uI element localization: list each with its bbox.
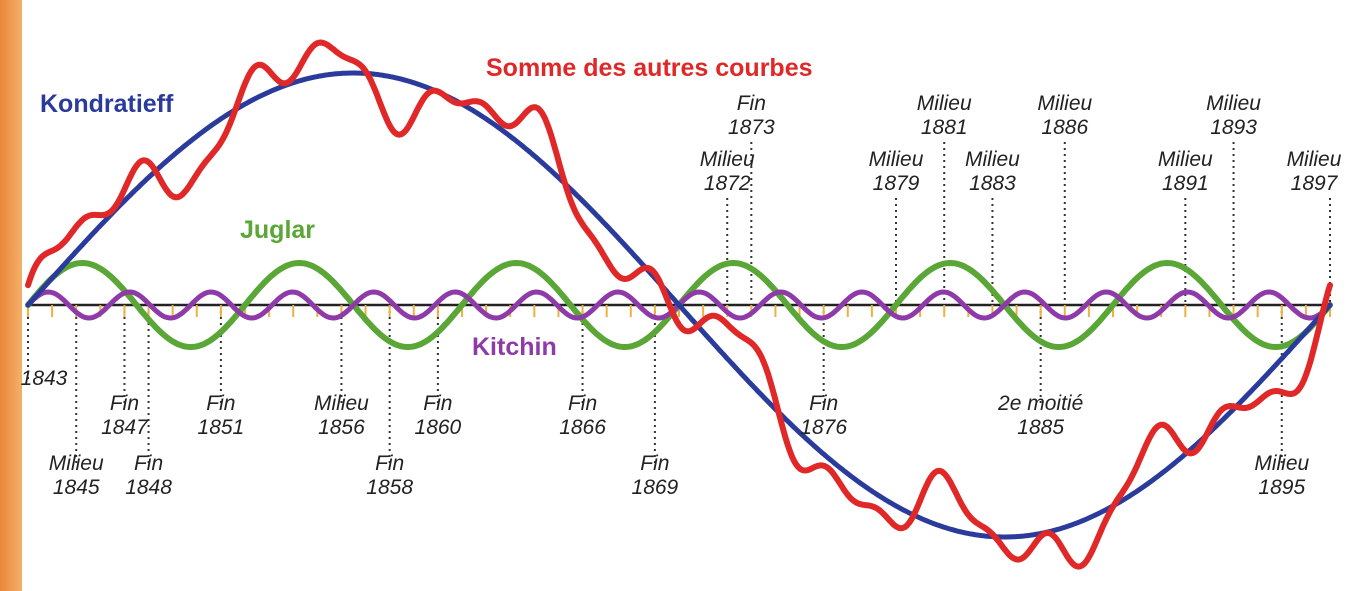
- date-label-line: 1893: [1210, 116, 1257, 139]
- date-label-1893: Milieu 1893: [1206, 92, 1261, 139]
- juglar-label: Juglar: [240, 216, 315, 244]
- date-label-line: 1858: [366, 476, 413, 499]
- date-label-line: 1866: [559, 416, 606, 439]
- date-label-line: Fin: [568, 392, 597, 415]
- date-label-line: Milieu: [1158, 148, 1213, 171]
- date-label-line: 1897: [1291, 172, 1339, 195]
- date-label-line: 1886: [1041, 116, 1088, 139]
- date-label-line: Milieu: [49, 452, 104, 475]
- date-label-1879: Milieu 1879: [869, 148, 924, 195]
- date-label-line: 1848: [125, 476, 172, 499]
- date-label-line: Fin: [134, 452, 163, 475]
- date-label-1872: Milieu 1872: [700, 148, 755, 195]
- kondratieff-label: Kondratieff: [40, 90, 174, 118]
- date-label-line: Milieu: [1206, 92, 1261, 115]
- date-label-line: 1895: [1258, 476, 1305, 499]
- date-label-line: 1885: [1017, 416, 1064, 439]
- date-label-line: 1876: [800, 416, 847, 439]
- date-label-1866: Fin 1866: [559, 392, 606, 439]
- date-label-line: Milieu: [917, 92, 972, 115]
- somme-curve: [25, 39, 1333, 570]
- kitchin-label: Kitchin: [472, 333, 557, 361]
- date-label-1883: Milieu 1883: [965, 148, 1020, 195]
- date-label-line: Fin: [809, 392, 838, 415]
- date-label-line: Milieu: [869, 148, 924, 171]
- date-label-line: Milieu: [700, 148, 755, 171]
- date-label-line: 1851: [198, 416, 245, 439]
- date-label-line: Milieu: [1037, 92, 1092, 115]
- accent-strip: [0, 0, 22, 591]
- date-label-line: 1869: [632, 476, 679, 499]
- date-label-line: 2e moitié: [997, 392, 1083, 415]
- date-label-1895: Milieu 1895: [1254, 452, 1309, 499]
- date-label-line: 1860: [415, 416, 462, 439]
- date-label-line: 1881: [921, 116, 968, 139]
- date-label-1869: Fin 1869: [632, 452, 679, 499]
- date-label-line: 1883: [969, 172, 1016, 195]
- date-label-line: 1845: [53, 476, 100, 499]
- date-label-line: Milieu: [314, 392, 369, 415]
- date-label-1856: Milieu 1856: [314, 392, 369, 439]
- somme-label: Somme des autres courbes: [486, 54, 813, 82]
- date-label-line: Fin: [110, 392, 139, 415]
- date-label-1848: Fin 1848: [125, 452, 172, 499]
- date-label-line: 1879: [873, 172, 920, 195]
- date-label-line: Milieu: [1254, 452, 1309, 475]
- date-label-line: 1891: [1162, 172, 1209, 195]
- date-label-line: 1856: [318, 416, 365, 439]
- date-label-1881: Milieu 1881: [917, 92, 972, 139]
- date-label-line: Milieu: [1287, 148, 1342, 171]
- date-label-1860: Fin 1860: [415, 392, 462, 439]
- date-label-1851: Fin 1851: [198, 392, 245, 439]
- date-label-line: Fin: [737, 92, 766, 115]
- date-label-line: Fin: [375, 452, 404, 475]
- date-label-line: 1873: [728, 116, 775, 139]
- date-label-line: Milieu: [965, 148, 1020, 171]
- date-label-line: 1843: [21, 367, 68, 390]
- date-label-1891: Milieu 1891: [1158, 148, 1213, 195]
- date-label-1886: Milieu 1886: [1037, 92, 1092, 139]
- date-label-1885: 2e moitié 1885: [997, 392, 1083, 439]
- date-label-1843: 1843: [21, 367, 68, 390]
- date-label-line: 1847: [101, 416, 149, 439]
- guide-lines: [27, 142, 1331, 464]
- date-label-1897: Milieu 1897: [1287, 148, 1342, 195]
- date-label-line: Fin: [640, 452, 669, 475]
- date-label-1847: Fin 1847: [101, 392, 149, 439]
- date-label-line: Fin: [206, 392, 235, 415]
- date-label-1845: Milieu 1845: [49, 452, 104, 499]
- date-label-1858: Fin 1858: [366, 452, 413, 499]
- date-label-line: Fin: [423, 392, 452, 415]
- date-label-line: 1872: [704, 172, 751, 195]
- date-label-1873: Fin 1873: [728, 92, 775, 139]
- date-label-1876: Fin 1876: [800, 392, 847, 439]
